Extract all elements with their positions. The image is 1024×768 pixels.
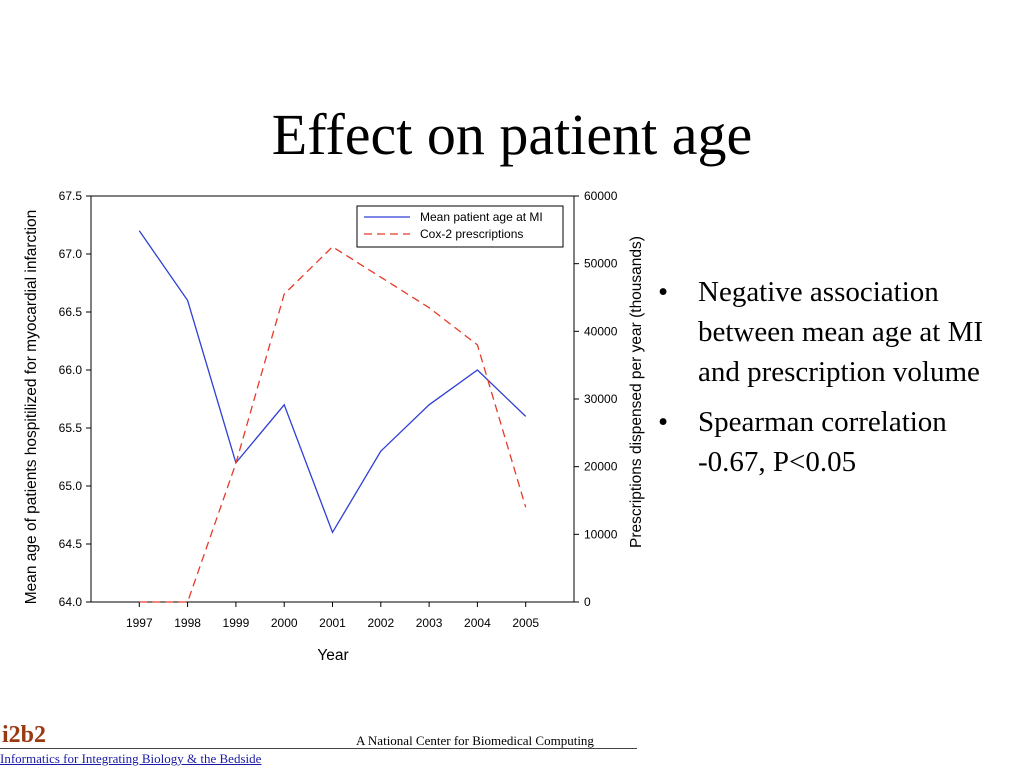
legend-box (356, 205, 564, 248)
x-axis-ticks: 1997 1998 1999 2000 2001 2002 2003 2004 2005 (126, 602, 539, 630)
x-tick-label: 2005 (512, 616, 539, 630)
left-tick-label: 65.0 (59, 479, 83, 493)
right-tick-label: 30000 (584, 392, 618, 406)
i2b2-logo-text: i2b2 (2, 722, 47, 748)
x-tick-label: 2003 (416, 616, 443, 630)
footer-divider (0, 748, 637, 749)
x-tick-label: 1999 (223, 616, 250, 630)
right-axis-ticks: 0 10000 20000 30000 40000 50000 60000 (574, 189, 618, 609)
right-tick-label: 40000 (584, 324, 618, 338)
bullet-text: Negative association between mean age at… (698, 276, 984, 388)
x-tick-label: 2002 (367, 616, 394, 630)
bullet-item: • Spearman correlation -0.67, P<0.05 (658, 402, 1008, 482)
chart: 64.0 64.5 65.0 65.5 66.0 66.5 67.0 67.5 0 10000 2… (23, 189, 645, 664)
right-tick-label: 0 (584, 595, 591, 609)
bullet-icon: • (658, 406, 669, 438)
left-axis-ticks: 64.0 64.5 65.0 65.5 66.0 66.5 67.0 67.5 (59, 189, 91, 609)
bullet-icon: • (658, 276, 669, 308)
right-tick-label: 60000 (584, 189, 618, 203)
x-tick-label: 2000 (271, 616, 298, 630)
slide-title: Effect on patient age (271, 102, 753, 167)
left-tick-label: 67.0 (59, 247, 83, 261)
series-lines (138, 230, 527, 603)
legend-label-age: Mean patient age at MI (420, 210, 543, 224)
x-tick-label: 1997 (126, 616, 153, 630)
right-axis-title: Prescriptions dispensed per year (thousa… (628, 236, 645, 548)
bullet-item: • Negative association between mean age … (658, 272, 1008, 392)
legend: Mean patient age at MI Cox-2 prescriptio… (356, 205, 564, 248)
bullet-list: • Negative association between mean age … (658, 272, 1008, 492)
left-tick-label: 64.5 (59, 537, 83, 551)
legend-label-cox2: Cox-2 prescriptions (420, 227, 523, 241)
series-line-cox2 (139, 245, 527, 603)
series-line-age (138, 230, 527, 534)
plot-area-border (90, 195, 575, 603)
x-tick-label: 2004 (464, 616, 491, 630)
x-tick-label: 2001 (319, 616, 346, 630)
x-axis-title: Year (317, 647, 348, 664)
left-axis-title: Mean age of patients hospitilized for my… (23, 210, 40, 605)
left-tick-label: 66.5 (59, 305, 83, 319)
left-tick-label: 64.0 (59, 595, 83, 609)
x-tick-label: 1998 (174, 616, 201, 630)
left-tick-label: 65.5 (59, 421, 83, 435)
footer-link[interactable]: Informatics for Integrating Biology & th… (0, 751, 262, 766)
bullet-text: Spearman correlation -0.67, P<0.05 (698, 406, 947, 478)
right-tick-label: 20000 (584, 460, 618, 474)
plot-frame (90, 195, 575, 603)
right-tick-label: 10000 (584, 527, 618, 541)
right-tick-label: 50000 (584, 257, 618, 271)
left-tick-label: 66.0 (59, 363, 83, 377)
footer-center-text: A National Center for Biomedical Computi… (356, 733, 594, 748)
left-tick-label: 67.5 (59, 189, 83, 203)
